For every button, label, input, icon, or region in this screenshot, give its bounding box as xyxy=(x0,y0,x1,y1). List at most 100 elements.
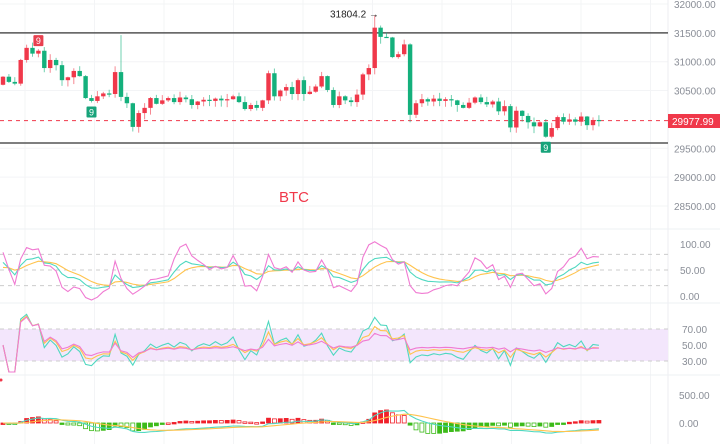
signal-marker-label: 9 xyxy=(89,108,94,118)
macd-histogram-bar xyxy=(289,418,295,424)
candle-up xyxy=(278,90,283,97)
macd-histogram-bar xyxy=(65,422,71,426)
candle-up xyxy=(402,44,407,55)
macd-histogram-bar xyxy=(431,422,437,434)
macd-histogram-bar xyxy=(413,422,419,431)
macd-histogram-bar xyxy=(71,422,77,426)
macd-histogram-bar xyxy=(83,422,88,430)
candle-up xyxy=(142,107,147,114)
macd-histogram-bar xyxy=(590,420,596,424)
macd-histogram-bar xyxy=(596,420,602,424)
macd-histogram-bar xyxy=(507,422,513,428)
macd-histogram-bar xyxy=(336,422,342,425)
candle-down xyxy=(325,76,330,90)
macd-histogram-bar xyxy=(266,417,271,424)
macd-histogram-bar xyxy=(136,422,142,432)
rsi-12-line xyxy=(2,315,599,373)
candle-down xyxy=(219,98,224,101)
candle-down xyxy=(390,37,395,58)
candle-down xyxy=(596,119,602,122)
macd-histogram-bar xyxy=(460,422,466,432)
macd-histogram-bar xyxy=(260,421,266,424)
price-tick-label: 29500.00 xyxy=(674,144,716,155)
macd-histogram-bar xyxy=(106,422,112,430)
macd-histogram-bar xyxy=(30,417,35,424)
macd-histogram-bar xyxy=(59,422,65,425)
candle-down xyxy=(573,119,578,122)
kdj-tick-label: 100.00 xyxy=(680,240,711,251)
candle-up xyxy=(295,80,301,95)
macd-histogram-bar xyxy=(271,418,277,424)
macd-histogram-bar xyxy=(437,422,443,434)
candle-up xyxy=(24,47,29,60)
macd-histogram-bar xyxy=(496,422,502,427)
candle-up xyxy=(419,99,425,104)
candle-down xyxy=(508,106,513,128)
rsi-tick-label: 50.00 xyxy=(682,341,707,352)
macd-histogram-bar xyxy=(567,421,572,425)
macd-histogram-bar xyxy=(171,422,177,425)
candle-down xyxy=(520,110,525,116)
macd-histogram-bar xyxy=(490,422,496,426)
last-price-tag: 29977.99 xyxy=(668,114,720,128)
candle-down xyxy=(455,100,460,105)
macd-histogram-bar xyxy=(153,422,159,427)
price-tick-label: 31500.00 xyxy=(674,29,716,40)
candle-up xyxy=(555,117,560,129)
macd-histogram-bar xyxy=(254,422,260,425)
macd-histogram-bar xyxy=(100,422,106,431)
macd-histogram-bar xyxy=(242,421,248,424)
macd-histogram-bar xyxy=(195,420,201,424)
candle-down xyxy=(124,96,130,104)
candle-down xyxy=(289,87,295,95)
candle-up xyxy=(372,27,377,69)
candle-up xyxy=(396,54,401,58)
macd-histogram-bar xyxy=(218,420,224,424)
candle-down xyxy=(207,99,212,101)
candle-down xyxy=(130,103,135,127)
candle-down xyxy=(183,97,189,100)
macd-histogram-bar xyxy=(142,422,148,430)
candle-up xyxy=(260,100,265,108)
candle-up xyxy=(307,91,312,95)
macd-histogram-bar xyxy=(53,420,59,424)
candle-down xyxy=(189,99,194,105)
candle-down xyxy=(171,98,177,103)
macd-histogram-bar xyxy=(401,415,407,424)
rsi-6-line xyxy=(2,313,599,373)
candle-up xyxy=(431,98,436,102)
candle-up xyxy=(160,100,165,104)
candle-down xyxy=(77,70,82,77)
signal-marker-label: 9 xyxy=(543,143,548,153)
macd-histogram-bar xyxy=(207,420,212,424)
macd-histogram-bar xyxy=(519,422,525,427)
signal-marker-label: 9 xyxy=(36,36,41,46)
candle-up xyxy=(166,98,171,101)
last-price-label: 29977.99 xyxy=(672,117,714,128)
macd-histogram-bar xyxy=(425,422,431,434)
candle-up xyxy=(579,116,584,122)
candle-up xyxy=(472,97,478,103)
candles: 9 9 9 xyxy=(0,15,602,153)
candle-down xyxy=(425,99,430,102)
candle-down xyxy=(343,96,348,101)
signal-marker xyxy=(540,141,551,153)
candle-down xyxy=(236,96,242,103)
kdj-k-line xyxy=(2,256,599,289)
macd-histogram-bar xyxy=(283,418,289,424)
macd-histogram-bar xyxy=(124,422,130,429)
candle-down xyxy=(107,93,112,95)
macd-histogram-bar xyxy=(230,419,236,424)
high-annotation: 31804.2 → xyxy=(330,9,379,20)
macd-histogram-bar xyxy=(36,416,41,424)
macd-histogram-bar xyxy=(584,420,590,424)
price-axis: 32000.00 31500.00 31000.00 30500.00 29500.00… xyxy=(674,0,716,430)
candle-down xyxy=(348,100,354,103)
candle-up xyxy=(354,94,360,103)
candle-down xyxy=(543,122,548,137)
candle-down xyxy=(531,122,537,127)
candle-down xyxy=(561,117,566,122)
price-tick-label: 28500.00 xyxy=(674,202,716,213)
